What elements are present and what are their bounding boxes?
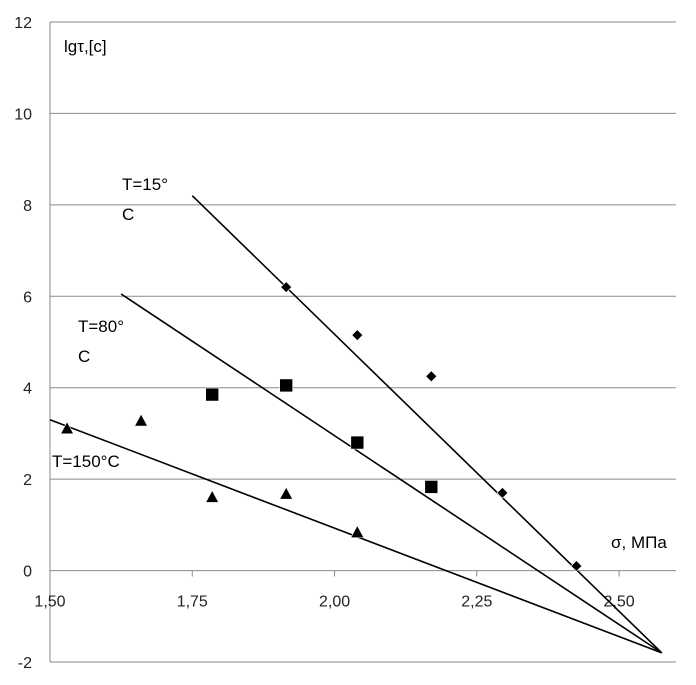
y-tick-label: 0 [23,564,32,581]
y-tick-label: 8 [23,198,32,215]
x-tick-label: 2,25 [461,594,492,611]
data-point-square [350,435,365,450]
data-point-diamond [570,560,583,572]
data-point-diamond [425,370,438,383]
data-point-triangle [350,524,365,538]
x-tick-label: 1,50 [34,594,65,611]
series-label: T=15° [122,175,168,194]
trend-line [120,293,663,654]
series-label: T=150°C [52,452,120,471]
data-point-square [279,378,293,393]
y-tick-label: 10 [14,106,32,123]
x-tick-label: 2,50 [604,594,635,611]
tick-labels: -2 0 2 4 6 8 10 12 1,50 1,75 2,00 2,25 2,50 [14,15,635,672]
axes [49,22,676,662]
x-tick-label: 2,00 [319,594,350,611]
data-point-diamond [351,329,364,342]
series-labels: T=15° C T=80° C T=150°C [52,175,168,471]
series-label: T=80° [78,317,124,336]
y-tick-label: 2 [23,472,32,489]
x-axis-label: σ, МПа [611,533,667,552]
data-point-triangle [279,486,294,500]
data-point-diamond [496,486,509,499]
trend-line [191,195,663,654]
y-tick-label: 6 [23,289,32,306]
y-tick-label: 4 [23,381,32,398]
series-label: C [78,347,90,366]
data-point-square [424,480,439,494]
grid-lines [50,21,676,663]
data-point-triangle [60,421,75,435]
data-point-triangle [134,413,149,427]
series-label: C [122,205,134,224]
y-tick-label: -2 [18,655,32,672]
y-tick-label: 12 [14,15,32,32]
x-tick-label: 1,75 [177,594,208,611]
data-point-triangle [205,489,220,503]
data-point-diamond [280,281,293,294]
data-points [60,281,583,572]
y-axis-label: lgτ,[c] [64,37,107,56]
data-point-square [205,387,219,402]
